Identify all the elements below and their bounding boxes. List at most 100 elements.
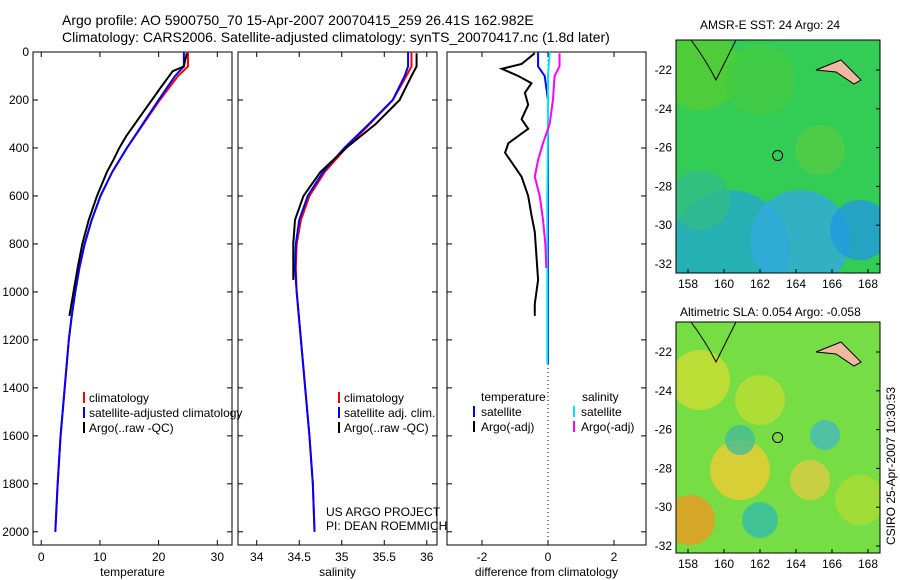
map1-title: AMSR-E SST: 24 Argo: 24	[700, 18, 841, 32]
x-tick-label: -2	[477, 550, 488, 564]
lon-tick-label: 162	[750, 557, 770, 571]
map-1: 158 160 162 164 166 168 -22 -24 -26 -28 -30 -32	[655, 321, 881, 571]
lat-tick-label: -24	[655, 384, 673, 398]
legend-swatch	[573, 421, 575, 432]
series-argo-raw-qc-	[292, 53, 418, 280]
x-tick-label: 30	[211, 550, 225, 564]
lon-tick-label: 166	[822, 557, 842, 571]
legend-swatch	[83, 392, 85, 403]
panel-0-frame	[32, 51, 233, 546]
lon-tick-label: 168	[858, 277, 878, 291]
y-tick-label: 1600	[2, 429, 29, 443]
legend-label: satellite	[581, 405, 622, 419]
lat-tick-label: -22	[655, 63, 673, 77]
map-field-blob	[676, 170, 730, 230]
lon-tick-label: 166	[822, 277, 842, 291]
series-argo-raw-qc-	[68, 52, 188, 317]
x-tick-label: 34.5	[288, 550, 312, 564]
legend-label: climatology	[89, 391, 149, 405]
lon-tick-label: 164	[786, 557, 806, 571]
series-temperature-argo-adj-	[498, 52, 540, 316]
map-field-blob	[676, 495, 715, 545]
lat-tick-label: -28	[655, 179, 673, 193]
map-field	[676, 40, 880, 273]
land-new-caledonia	[815, 341, 862, 367]
lon-tick-label: 158	[678, 277, 698, 291]
map2-title: Altimetric SLA: 0.054 Argo: -0.058	[680, 305, 861, 319]
map-field-blob	[790, 460, 830, 500]
x-tick-label: 35.5	[373, 550, 397, 564]
series-satellite-adjusted-climatology	[54, 52, 185, 532]
x-tick-label: 34	[250, 550, 264, 564]
x-axis-label: difference from climatology	[475, 565, 618, 579]
lon-tick-label: 160	[714, 557, 734, 571]
map-field-blob	[830, 200, 880, 260]
panel-1-frame	[237, 51, 438, 546]
y-tick-label: 2000	[2, 525, 29, 539]
figure-title-line1: Argo profile: AO 5900750_70 15-Apr-2007 …	[62, 12, 534, 28]
x-tick-label: 10	[93, 550, 107, 564]
lat-tick-label: -32	[655, 539, 673, 553]
legend-label: satellite	[481, 405, 522, 419]
legend-swatch	[83, 422, 85, 433]
y-tick-label: 200	[9, 93, 29, 107]
y-tick-label: 1000	[2, 285, 29, 299]
map-0: 158 160 162 164 166 168 -22 -24 -26 -28 -30 -32	[655, 39, 881, 291]
lat-tick-label: -28	[655, 461, 673, 475]
contour-line	[690, 40, 737, 82]
map-field	[676, 322, 880, 545]
lat-tick-label: -26	[655, 423, 673, 437]
panel-2-frame	[446, 51, 647, 546]
lon-tick-label: 164	[786, 277, 806, 291]
series-satellite-adj-clim-	[293, 52, 410, 532]
map-field-blob	[710, 440, 770, 500]
map-field-blob	[725, 45, 795, 115]
legend-label: Argo(-adj)	[481, 420, 534, 434]
legend-swatch	[338, 422, 340, 433]
y-tick-label: 800	[9, 237, 29, 251]
series-salinity-argo-adj-	[533, 53, 561, 268]
map-field-blob	[725, 425, 755, 455]
y-tick-label: 400	[9, 141, 29, 155]
lat-tick-label: -26	[655, 141, 673, 155]
legend-label: Argo(-adj)	[581, 420, 634, 434]
legend-swatch	[338, 407, 340, 418]
x-tick-label: 36	[420, 550, 434, 564]
legend-swatch	[473, 421, 475, 432]
map-field-blob	[795, 125, 845, 175]
x-tick-label: 35	[335, 550, 349, 564]
annotation-text: PI: DEAN ROEMMICH	[326, 519, 447, 533]
legend-swatch	[473, 406, 475, 417]
map-field-blob	[676, 40, 740, 110]
legend-swatch	[338, 392, 340, 403]
argo-position-marker	[772, 150, 784, 162]
map-field-blob	[735, 375, 785, 425]
legend-label: Argo(..raw -QC)	[89, 421, 174, 435]
annotation-text: US ARGO PROJECT	[326, 505, 441, 519]
map-field-blob	[810, 420, 840, 450]
contour-line	[690, 322, 737, 364]
y-tick-label: 1400	[2, 381, 29, 395]
map-frame	[675, 321, 881, 554]
y-tick-label: 600	[9, 189, 29, 203]
legend-label: satellite adj. clim.	[344, 406, 435, 420]
x-axis-label: salinity	[319, 565, 356, 579]
legend-label: climatology	[344, 391, 404, 405]
legend-swatch	[83, 407, 85, 418]
x-axis-label: temperature	[100, 565, 165, 579]
lat-tick-label: -32	[655, 257, 673, 271]
series-salinity-satellite	[546, 51, 551, 364]
lon-tick-label: 168	[858, 557, 878, 571]
argo-position-marker	[772, 432, 784, 444]
map-field-blob	[676, 350, 730, 410]
x-tick-label: 0	[545, 550, 552, 564]
y-tick-label: 0	[22, 45, 29, 59]
lon-tick-label: 158	[678, 557, 698, 571]
lon-tick-label: 160	[714, 277, 734, 291]
lat-tick-label: -24	[655, 102, 673, 116]
y-tick-label: 1800	[2, 477, 29, 491]
lat-tick-label: -22	[655, 345, 673, 359]
timestamp-stamp: CSIRO 25-Apr-2007 10:30:53	[884, 386, 898, 545]
